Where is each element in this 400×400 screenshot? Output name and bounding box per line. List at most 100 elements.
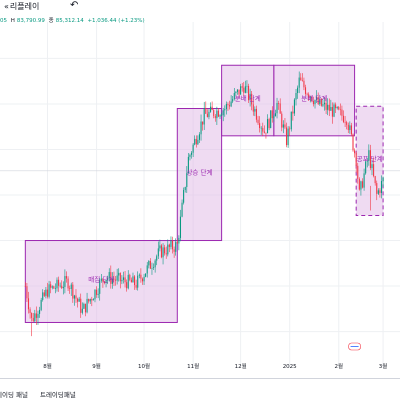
candle-body <box>156 256 158 261</box>
candle-body <box>97 293 99 295</box>
candle-body <box>134 276 136 286</box>
candle-body <box>26 286 28 299</box>
candle-body <box>39 309 41 314</box>
candle-body <box>221 115 223 116</box>
candle-body <box>45 289 47 296</box>
candle-body <box>349 125 351 130</box>
candle-body <box>145 273 147 277</box>
candle-body <box>86 298 88 313</box>
x-tick-label: 11월 <box>187 362 199 370</box>
candle-body <box>319 98 321 104</box>
candle-body <box>219 115 221 117</box>
candle-body <box>260 127 262 129</box>
candle-body <box>263 131 265 133</box>
candle-body <box>91 299 93 301</box>
candle-body <box>344 121 346 123</box>
candle-body <box>241 86 243 88</box>
candle-body <box>40 299 42 310</box>
phase-box <box>273 64 356 137</box>
candle-body <box>61 285 63 289</box>
candle-body <box>121 279 123 282</box>
candle-body <box>173 249 175 252</box>
candle-body <box>92 299 94 301</box>
phase-box <box>221 64 275 137</box>
candle-body <box>249 93 251 101</box>
candle-body <box>228 105 231 107</box>
candle-body <box>100 278 102 281</box>
candle-body <box>216 110 218 119</box>
candle-body <box>130 279 132 283</box>
candle-body <box>176 242 178 244</box>
candle-body <box>339 109 341 111</box>
candle-body <box>205 108 207 114</box>
candle-body <box>284 124 286 128</box>
candle-body <box>77 298 79 302</box>
x-tick-label: 10월 <box>138 362 150 370</box>
ohlc-high-label: H <box>10 18 15 24</box>
candle-body <box>80 298 82 313</box>
candle-body <box>341 109 343 116</box>
tab-trading-panel[interactable]: 레이딩 패널 <box>0 391 28 399</box>
candle-body <box>268 119 270 129</box>
candle-body <box>138 274 140 276</box>
candle-body <box>69 288 71 290</box>
candle-body <box>246 85 248 87</box>
candle-body <box>297 87 299 94</box>
candle-body <box>184 187 186 190</box>
candle-body <box>137 275 139 288</box>
candle-body <box>198 134 201 140</box>
candle-body <box>235 91 237 94</box>
x-tick-label: 2월 <box>334 362 343 370</box>
candle-body <box>132 276 134 283</box>
candle-body <box>116 275 118 281</box>
candle-body <box>140 274 142 279</box>
candle-body <box>295 93 297 100</box>
ohlc-open-value: 05 <box>0 18 7 24</box>
candle-body <box>380 181 383 193</box>
candle-body <box>94 289 96 300</box>
candle-body <box>159 245 161 249</box>
candle-body <box>89 299 91 302</box>
candle-body <box>303 80 305 88</box>
candle-body <box>31 312 33 318</box>
candle-body <box>35 313 37 318</box>
candle-body <box>273 116 275 119</box>
candle-body <box>165 253 167 255</box>
candle-body <box>153 267 155 268</box>
candle-body <box>335 104 337 109</box>
candle-body <box>282 124 284 128</box>
tab-trading-panel-2[interactable]: 트레이딩패널 <box>39 391 76 399</box>
candle-body <box>160 245 163 258</box>
phase-box-label: 매집 단계 <box>88 275 114 284</box>
ohlc-high-value: 83,790.99 <box>16 18 45 24</box>
ohlc-close-label: 종 <box>48 18 54 24</box>
candle-body <box>271 110 273 119</box>
replay-rewind-icon: « <box>4 2 9 11</box>
x-tick-label: 12월 <box>235 362 247 370</box>
ohlc-close-value: 85,312.14 <box>55 18 84 24</box>
candle-body <box>251 93 253 105</box>
replay-button[interactable]: « 리플레이 <box>4 1 39 12</box>
candle-body <box>59 285 61 287</box>
phase-box <box>355 105 384 216</box>
candle-body <box>24 286 26 287</box>
candle-body <box>197 139 199 145</box>
candle-body <box>67 278 69 289</box>
candle-body <box>113 278 115 280</box>
candle-body <box>135 285 137 288</box>
candle-body <box>154 260 156 268</box>
candle-body <box>366 160 368 162</box>
undo-arrow-icon[interactable]: ↶ <box>70 0 79 11</box>
candle-body <box>368 150 370 161</box>
candle-body <box>171 240 174 250</box>
candle-body <box>151 267 153 269</box>
candle-body <box>338 106 340 110</box>
candle-body <box>29 309 31 313</box>
candle-body <box>143 276 145 282</box>
candle-body <box>46 289 49 297</box>
candle-body <box>118 272 120 276</box>
candle-body <box>243 87 245 93</box>
candle-body <box>108 272 110 279</box>
candle-body <box>43 292 45 296</box>
